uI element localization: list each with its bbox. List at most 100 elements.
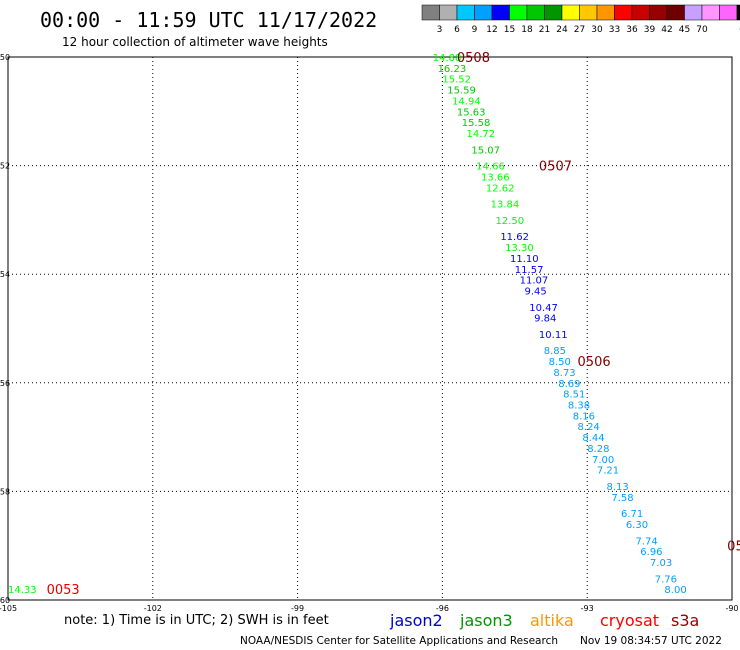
swh-value-label: 8.51	[563, 390, 585, 401]
y-tick-label: -52	[0, 162, 10, 171]
swh-value-label: 11.62	[500, 232, 529, 243]
colorbar-swatch	[491, 4, 510, 21]
swh-value-label: 16.23	[438, 64, 467, 75]
chart-subtitle: 12 hour collection of altimeter wave hei…	[62, 35, 328, 49]
swh-value-label: 8.24	[578, 422, 600, 433]
swh-value-label: 8.38	[568, 401, 590, 412]
colorbar-swatch	[544, 4, 563, 21]
y-tick-label: -50	[0, 53, 10, 62]
grid	[8, 57, 732, 600]
swh-value-label: 14.66	[476, 162, 505, 173]
colorbar-swatch	[649, 4, 668, 21]
colorbar-swatch	[701, 4, 720, 21]
colorbar-label: 9	[472, 25, 478, 35]
colorbar-swatch	[596, 4, 615, 21]
data-points: 14.8816.2315.5215.5914.9415.6315.5814.72…	[8, 53, 687, 596]
colorbar-label: 18	[521, 25, 533, 35]
swh-value-label: 8.50	[549, 357, 571, 368]
swh-value-label: 11.07	[520, 276, 549, 287]
colorbar-swatch	[526, 4, 545, 21]
swh-value-label: 15.59	[447, 86, 476, 97]
swh-value-label: 10.47	[529, 303, 558, 314]
swh-value-label: 6.30	[626, 520, 648, 531]
swh-value-label: 8.00	[664, 585, 686, 596]
colorbar-label: 45	[679, 25, 690, 35]
swh-value-label: 14.88	[433, 53, 462, 64]
swh-value-label: 14.72	[467, 129, 496, 140]
legend-entry-altika: altika	[530, 611, 574, 630]
swh-value-label: 6.96	[640, 547, 662, 558]
swh-value-label: 15.63	[457, 107, 486, 118]
colorbar-label: 6	[454, 25, 460, 35]
swh-value-label: 8.13	[607, 482, 629, 493]
colorbar-swatch	[719, 4, 738, 21]
swh-value-label: 15.07	[471, 145, 500, 156]
colorbar-label: 21	[539, 25, 550, 35]
colorbar-swatch	[474, 4, 493, 21]
colorbar-label: 24	[556, 25, 568, 35]
x-axis-ticks: -105 -102 -99 -96 -93 -90	[0, 604, 739, 613]
colorbar-swatch	[421, 4, 440, 21]
colorbar-swatch	[614, 4, 633, 21]
x-tick-label: -90	[725, 604, 738, 613]
swh-value-label: 7.74	[635, 536, 657, 547]
colorbar-swatch	[439, 4, 458, 21]
swh-value-label: 7.03	[650, 558, 672, 569]
x-tick-label: -93	[581, 604, 594, 613]
colorbar-swatch	[631, 4, 650, 21]
colorbar-swatch	[579, 4, 598, 21]
colorbar-swatch	[666, 4, 685, 21]
legend-entry-jason2: jason2	[389, 611, 443, 630]
x-tick-label: -105	[0, 604, 17, 613]
swh-value-label: 7.00	[592, 455, 614, 466]
x-tick-label: -99	[291, 604, 304, 613]
pass-time-label: 0053	[47, 583, 80, 598]
colorbar-swatch	[684, 4, 703, 21]
legend-entry-jason3: jason3	[459, 611, 513, 630]
colorbar-label: 12	[486, 25, 497, 35]
swh-value-label: 8.28	[587, 444, 609, 455]
swh-value-label: 12.62	[486, 183, 515, 194]
swh-value-label: 8.69	[558, 379, 580, 390]
colorbar-label: 39	[644, 25, 656, 35]
colorbar-swatch	[561, 4, 580, 21]
colorbar-label: (ft)	[739, 25, 740, 35]
swh-value-label: 15.58	[462, 118, 491, 129]
swh-value-label: 8.44	[582, 433, 604, 444]
legend: jason2 jason3 altika cryosat s3a	[389, 611, 699, 630]
y-axis-ticks: -50 -52 -54 -56 -58 -60	[0, 53, 10, 605]
swh-value-label: 14.94	[452, 96, 481, 107]
swh-value-label: 14.33	[8, 585, 37, 596]
legend-entry-cryosat: cryosat	[600, 611, 659, 630]
y-tick-label: -54	[0, 270, 10, 279]
swh-value-label: 7.58	[611, 493, 633, 504]
colorbar-label: 70	[696, 25, 708, 35]
swh-value-label: 13.30	[505, 243, 534, 254]
colorbar-swatch	[509, 4, 528, 21]
swh-value-label: 8.85	[544, 346, 566, 357]
colorbar-label: 36	[626, 25, 638, 35]
swh-value-label: 10.11	[539, 330, 568, 341]
y-tick-label: -56	[0, 379, 10, 388]
swh-value-label: 6.71	[621, 509, 643, 520]
colorbar-label: 27	[574, 25, 585, 35]
pass-time-label: 0508	[457, 51, 490, 66]
footer-note: note: 1) Time is in UTC; 2) SWH is in fe…	[64, 613, 329, 628]
chart-title: 00:00 - 11:59 UTC 11/17/2022	[40, 8, 377, 32]
swh-value-label: 9.84	[534, 314, 556, 325]
swh-value-label: 7.21	[597, 466, 619, 477]
footer-timestamp: Nov 19 08:34:57 UTC 2022	[580, 635, 722, 647]
colorbar-swatch	[456, 4, 475, 21]
y-tick-label: -58	[0, 487, 10, 496]
pass-time-label: 0507	[539, 160, 572, 175]
colorbar-label: 42	[661, 25, 672, 35]
x-tick-label: -102	[144, 604, 162, 613]
swh-value-label: 12.50	[495, 216, 524, 227]
swh-value-label: 11.57	[515, 265, 544, 276]
colorbar-swatch	[736, 4, 740, 21]
colorbar-label: 3	[437, 25, 443, 35]
